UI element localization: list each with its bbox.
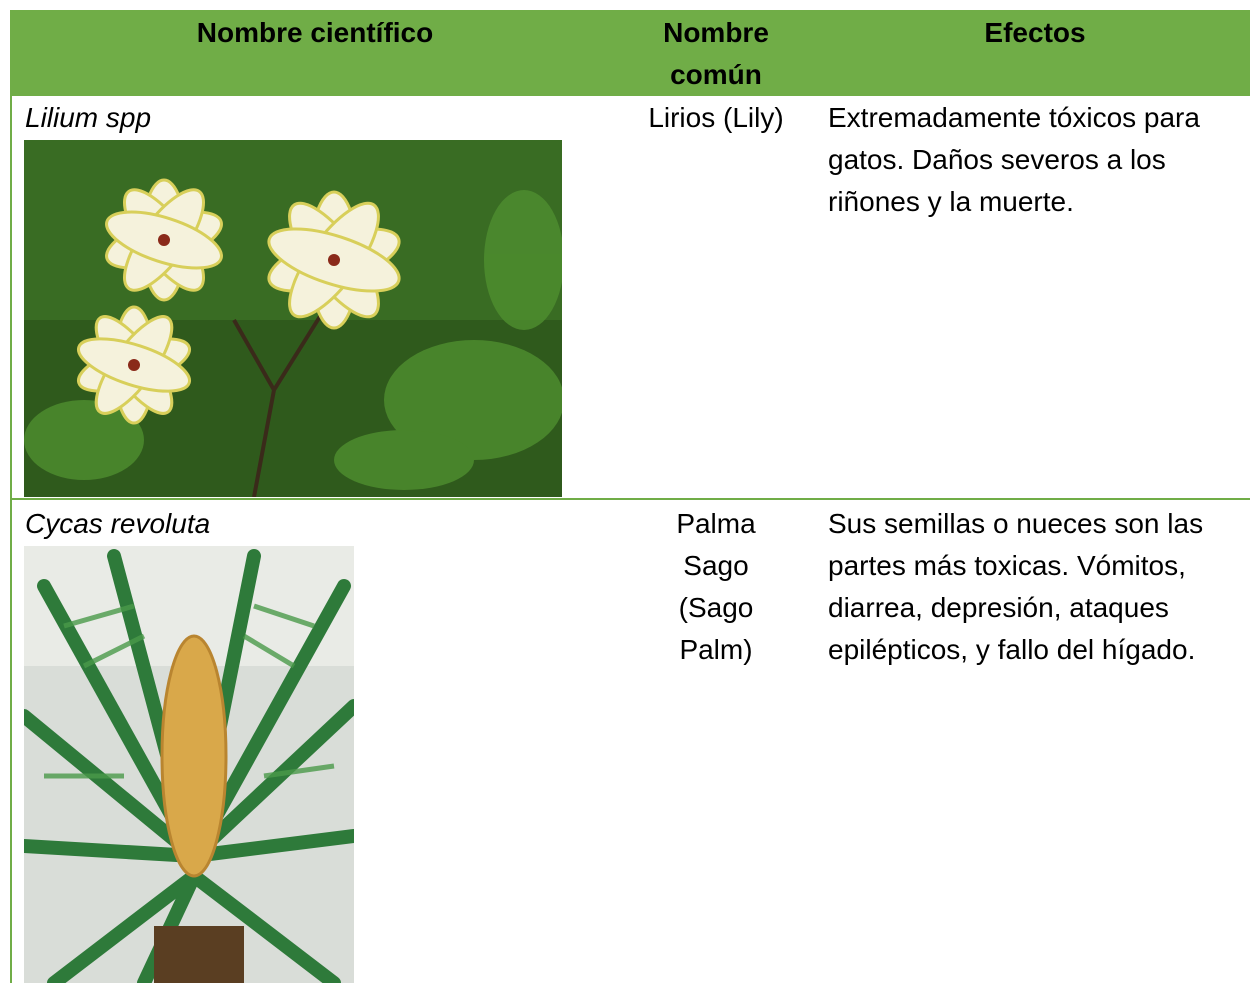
row-divider (10, 498, 1250, 500)
header-band (10, 10, 1250, 96)
header-cell: Efectos (984, 17, 1086, 48)
palm-photo (24, 546, 354, 983)
common-name: Palma Sago (Sago Palm) (676, 508, 756, 665)
common-name: Lirios (Lily) (648, 102, 784, 133)
effects: Extremadamente tóxicos para gatos. Daños… (828, 102, 1200, 217)
header-cell: Nombre común (663, 17, 769, 90)
lily-photo (24, 140, 562, 497)
effects: Sus semillas o nueces son las partes más… (828, 508, 1204, 665)
left-border (10, 96, 12, 983)
header-cell: Nombre científico (196, 17, 434, 48)
scientific-name: Lilium spp (25, 102, 152, 133)
scientific-name: Cycas revoluta (25, 508, 211, 539)
